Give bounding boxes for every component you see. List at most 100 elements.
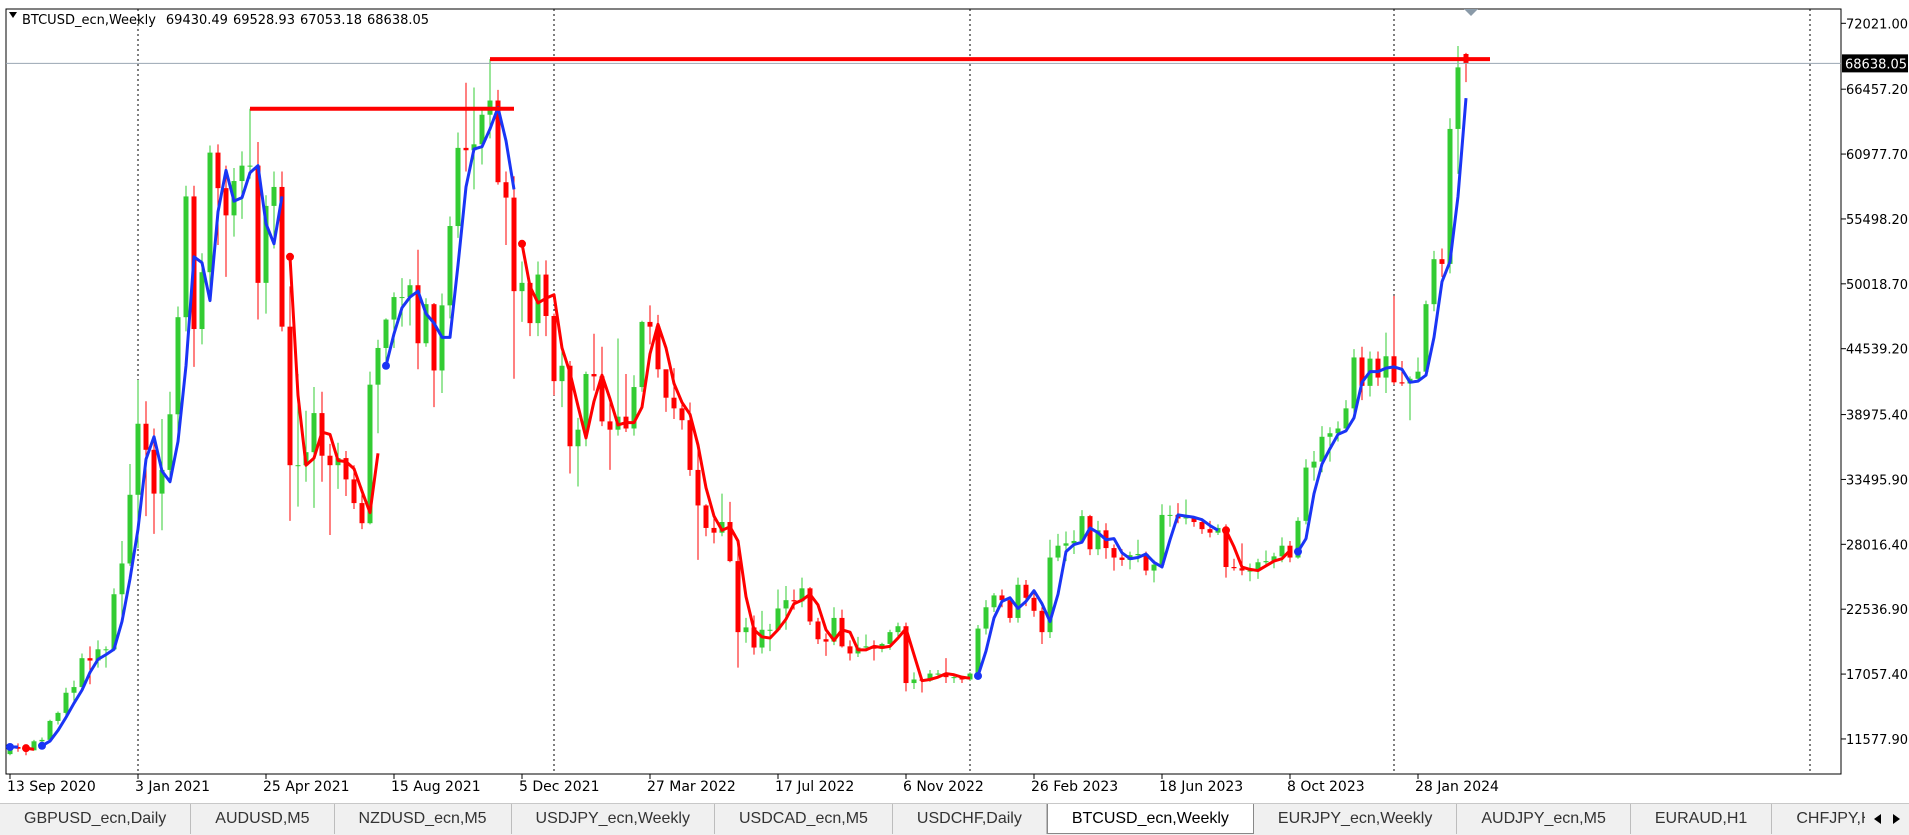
candle-body	[287, 326, 293, 466]
candle-body	[1359, 357, 1365, 386]
candle-body	[935, 673, 941, 675]
candle-body	[983, 607, 989, 629]
candle-body	[1007, 600, 1013, 618]
candle-body	[631, 387, 637, 429]
header-open: 69430.49	[166, 13, 228, 28]
candle-body	[143, 423, 149, 450]
candle-body	[575, 429, 581, 447]
candle-body	[1063, 543, 1069, 546]
candle-body	[887, 632, 893, 644]
candle-body	[567, 365, 573, 447]
candle-body	[1151, 564, 1157, 571]
y-tick-label: 17057.40	[1846, 668, 1908, 683]
candle-body	[599, 376, 605, 422]
y-tick-label: 22536.90	[1846, 603, 1908, 618]
tab[interactable]: BTCUSD_ecn,Weekly	[1046, 804, 1254, 834]
candle-body	[63, 692, 69, 713]
scroll-left[interactable]	[1874, 814, 1881, 824]
candle-body	[359, 503, 365, 524]
candle-body	[1087, 516, 1093, 550]
trend-dot	[38, 741, 46, 750]
candle-body	[71, 687, 77, 693]
candle-body	[663, 369, 669, 398]
candle-body	[1303, 467, 1309, 521]
candle-body	[1207, 529, 1213, 533]
candle-body	[199, 272, 205, 330]
candle-body	[1255, 562, 1261, 571]
scroll-right[interactable]	[1893, 814, 1900, 824]
candle-body	[103, 649, 109, 651]
trend-dot	[382, 361, 390, 370]
chart: BTCUSD_ecn,Weekly 69430.49 69528.93 67053.1…	[5, 8, 1908, 795]
candle-body	[207, 152, 213, 273]
candle-body	[543, 274, 549, 317]
candle-body	[1423, 304, 1429, 372]
tab[interactable]: USDCAD_ecn,M5	[715, 804, 893, 834]
tab[interactable]: GBPUSD_ecn,Daily	[0, 804, 192, 834]
candle-body	[999, 595, 1005, 601]
candle-body	[1167, 514, 1173, 516]
x-tick-label: 26 Feb 2023	[1031, 779, 1118, 795]
candle-body	[1311, 461, 1317, 468]
candle-body	[295, 465, 301, 467]
candle-body	[159, 469, 165, 494]
chart-title: BTCUSD_ecn,Weekly	[22, 13, 156, 28]
price-label-box	[1842, 54, 1908, 73]
candle-body	[1335, 428, 1341, 434]
candle-body	[671, 397, 677, 409]
candle-body	[511, 197, 517, 292]
x-tick-label: 6 Nov 2022	[903, 779, 984, 795]
tab[interactable]: USDCHF,Daily	[893, 804, 1047, 834]
candle-body	[1015, 584, 1021, 618]
candle-body	[79, 658, 85, 688]
trend-line	[1224, 529, 1292, 573]
candle-body	[927, 673, 933, 681]
tab-scroll[interactable]	[1865, 804, 1909, 834]
candle-body	[911, 679, 917, 684]
candle-body	[559, 365, 565, 382]
candle-body	[551, 316, 557, 382]
trend-dot	[518, 239, 526, 248]
candle-body	[1095, 530, 1101, 550]
x-tick-label: 28 Jan 2024	[1415, 779, 1499, 795]
tab[interactable]: EURAUD,H1	[1631, 804, 1773, 834]
candle-body	[1399, 382, 1405, 384]
candle-body	[1415, 371, 1421, 379]
candle-body	[1231, 567, 1237, 569]
tab[interactable]: AUDUSD,M5	[191, 804, 335, 834]
tab[interactable]: EURJPY_ecn,Weekly	[1254, 804, 1458, 834]
candle-body	[55, 712, 61, 721]
y-tick-label: 72021.00	[1846, 17, 1908, 32]
tab[interactable]: NZDUSD_ecn,M5	[335, 804, 512, 834]
candle-body	[679, 408, 685, 421]
tab[interactable]: AUDJPY_ecn,M5	[1457, 804, 1631, 834]
tab[interactable]: USDJPY_ecn,Weekly	[512, 804, 715, 834]
candle-body	[463, 147, 469, 151]
candle-body	[831, 617, 837, 642]
x-tick-label: 18 Jun 2023	[1159, 779, 1243, 795]
candle-body	[1327, 433, 1333, 437]
candle-body	[471, 144, 477, 151]
candle-body	[519, 282, 525, 292]
candle-body	[223, 188, 229, 216]
trend-line	[1296, 98, 1468, 553]
candle-body	[583, 374, 589, 430]
y-tick-label: 50018.70	[1846, 278, 1908, 293]
candle-body	[495, 100, 501, 183]
candle-body	[247, 165, 253, 167]
candle-body	[807, 588, 813, 622]
candle-body	[343, 458, 349, 480]
candle-body	[455, 147, 461, 227]
candle-body	[527, 282, 533, 324]
trend-dot	[6, 742, 14, 751]
candle-body	[271, 186, 277, 206]
candle-body	[151, 449, 157, 494]
candle-body	[967, 673, 973, 680]
candle-body	[775, 608, 781, 630]
candle-body	[687, 420, 693, 470]
candle-body	[135, 423, 141, 495]
x-tick-label: 3 Jan 2021	[135, 779, 210, 795]
y-tick-label: 60977.70	[1846, 148, 1908, 163]
header-high: 69528.93	[233, 13, 295, 28]
